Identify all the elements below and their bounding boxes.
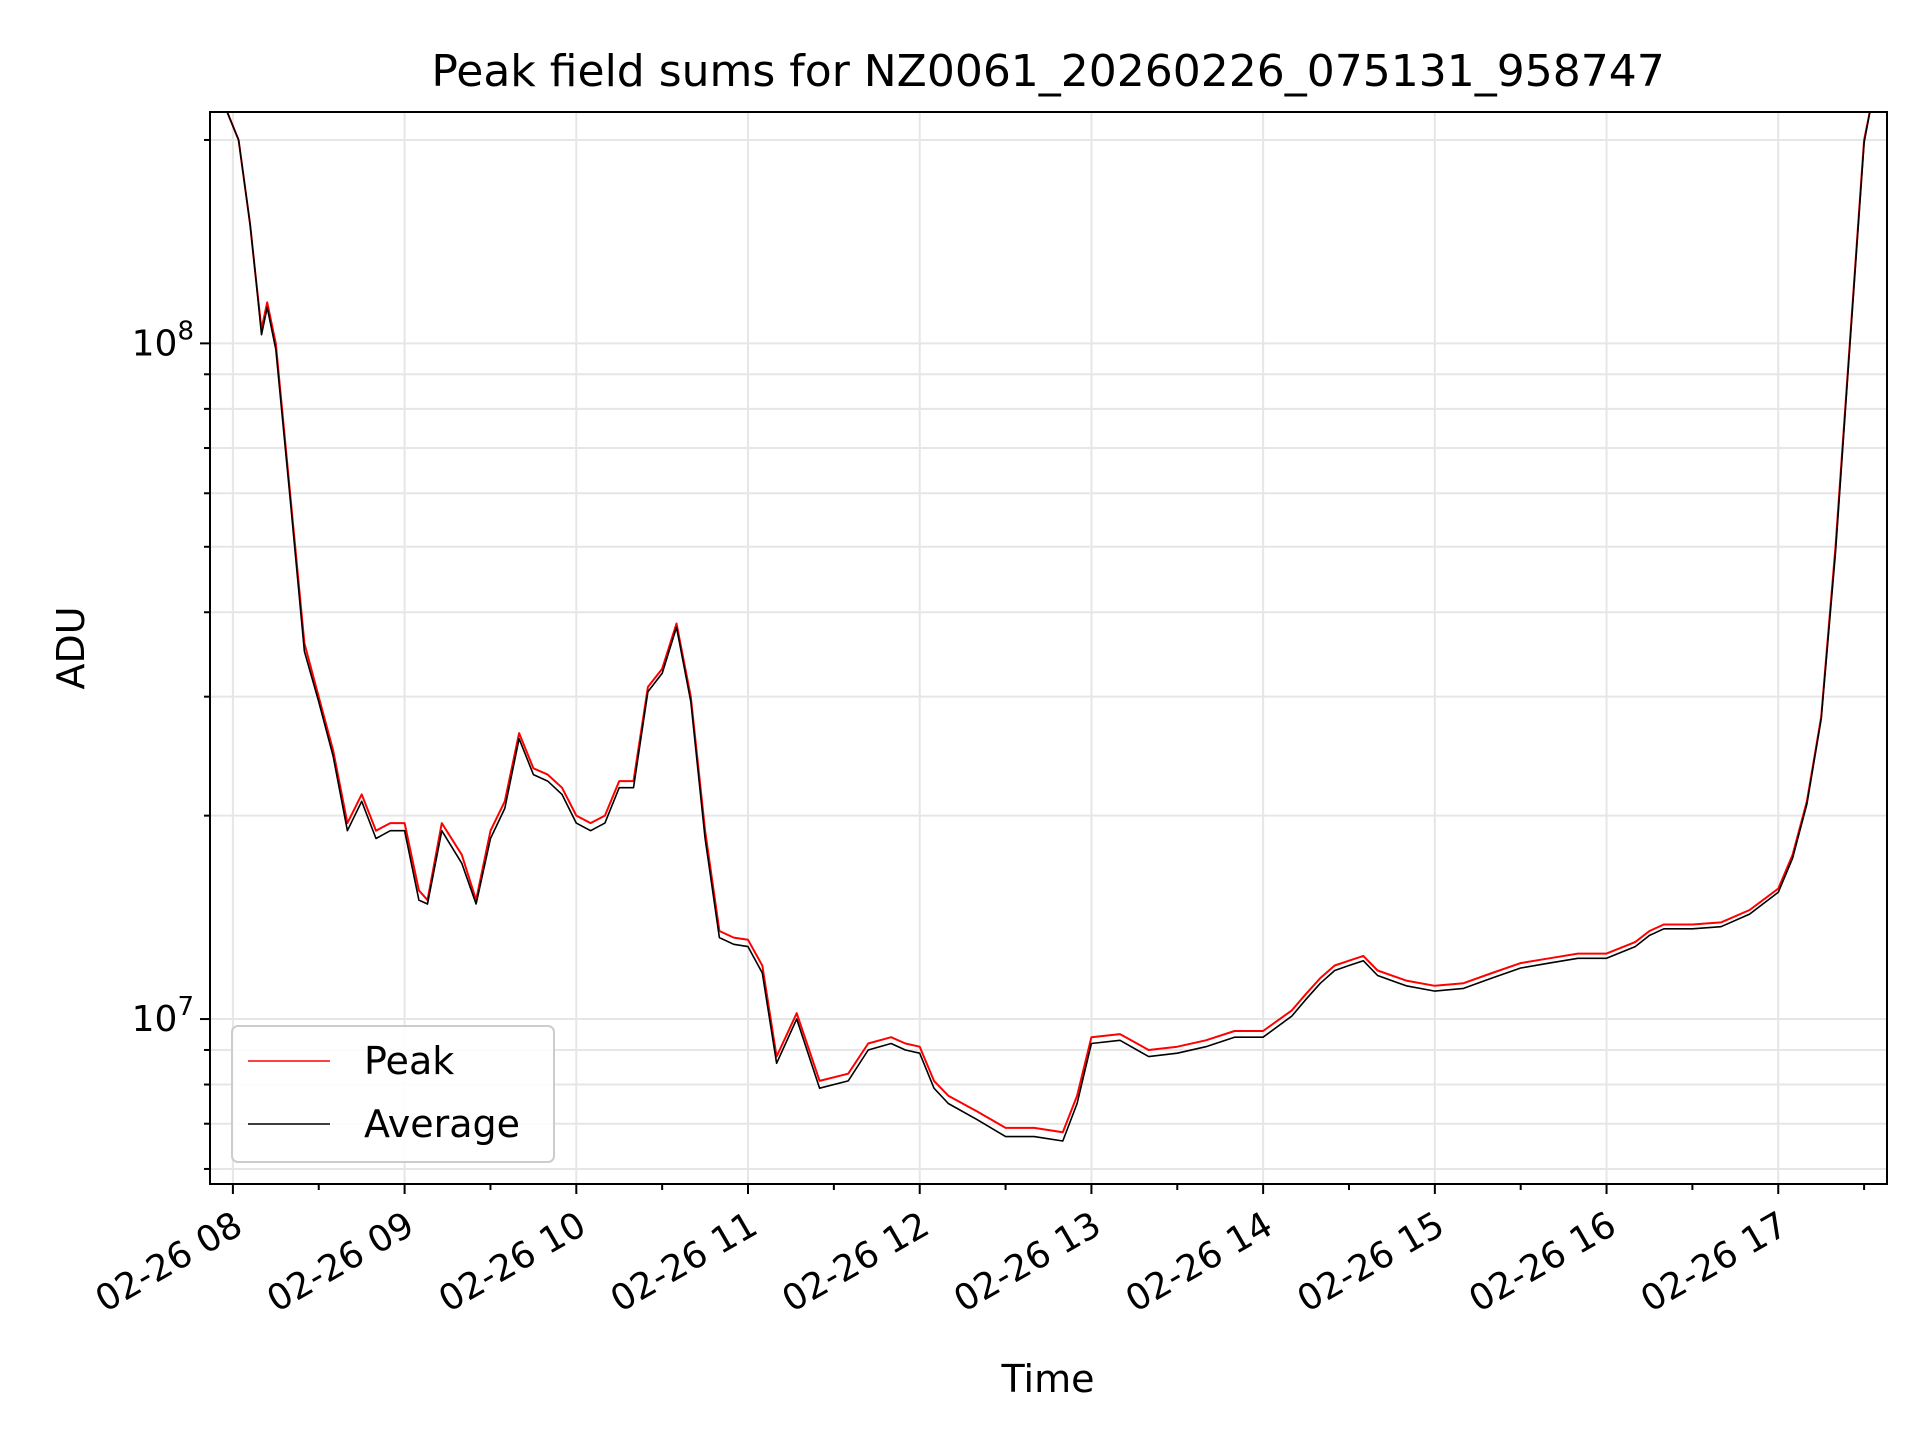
y-tick-label-base: 10 (132, 999, 178, 1040)
plot-frame (209, 111, 1888, 1185)
y-axis-label: ADU (49, 606, 93, 689)
legend: Peak Average (231, 1025, 555, 1163)
y-tick-label: 107 (132, 992, 194, 1040)
series-line-peak (226, 111, 1871, 1134)
y-tick-label-base: 10 (132, 323, 178, 364)
y-tick-label-exponent: 8 (177, 316, 194, 346)
legend-box (231, 1025, 555, 1163)
series-layer (226, 111, 1871, 1142)
y-tick-label: 108 (132, 316, 194, 364)
grid-lines (210, 112, 1887, 1184)
series-line-average (226, 111, 1871, 1142)
axis-ticks (200, 138, 1866, 1194)
x-axis-label: Time (1001, 1357, 1095, 1401)
chart-title: Peak field sums for NZ0061_20260226_0751… (431, 46, 1664, 97)
legend-label-average: Average (364, 1102, 520, 1146)
y-tick-label-exponent: 7 (177, 992, 194, 1022)
legend-label-peak: Peak (364, 1039, 454, 1083)
